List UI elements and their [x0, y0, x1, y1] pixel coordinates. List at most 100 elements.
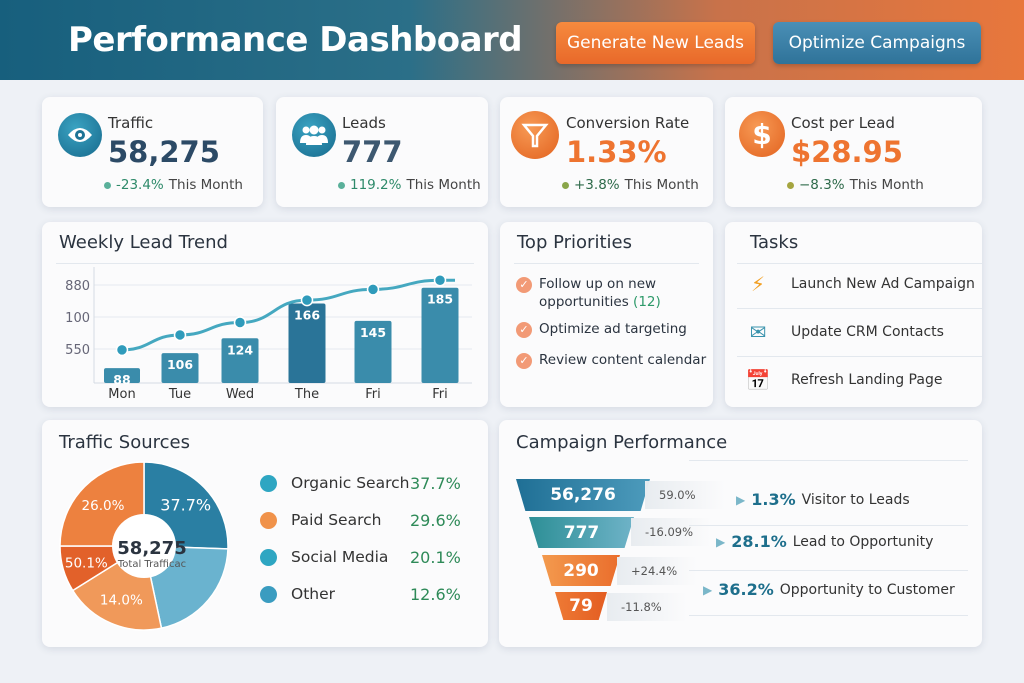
funnel-icon: [511, 111, 559, 159]
priorities-title: Top Priorities: [517, 232, 632, 253]
mail-icon: ✉: [749, 320, 767, 344]
task-item[interactable]: ⚡ Launch New Ad Campaign: [725, 260, 982, 308]
funnel-stage: 777: [529, 517, 634, 548]
bar: [421, 287, 459, 383]
kpi-card-cost-per-lead: $ Cost per Lead $28.95 −8.3% This Month: [725, 97, 982, 207]
check-icon: ✓: [516, 322, 532, 338]
legend-swatch: [260, 548, 277, 566]
weekly-lead-trend-card: Weekly Lead Trend 550 100 880 88 Mon 106 Tue 12…: [42, 222, 488, 407]
bar-value-label: 166: [294, 307, 320, 322]
x-tick-label: Mon: [108, 387, 135, 402]
trend-point: [366, 283, 380, 296]
arrow-icon: ▶: [736, 492, 746, 507]
top-priorities-card: Top Priorities ✓ Follow up on new opportu…: [500, 222, 713, 407]
kpi-card-leads: Leads 777 119.2% This Month: [276, 97, 488, 207]
bar-value-label: 124: [227, 342, 253, 357]
lightning-icon: ⚡: [750, 272, 766, 296]
bar: [354, 320, 392, 383]
bar: [161, 353, 199, 383]
x-tick-label: The: [294, 387, 319, 402]
legend-item: Organic Search 37.7%: [260, 474, 461, 493]
generate-leads-button[interactable]: Generate New Leads: [556, 22, 755, 64]
pie-slice-label: 26.0%: [82, 498, 125, 514]
funnel-stage: 290: [542, 555, 620, 586]
y-tick-label: 880: [65, 279, 90, 294]
kpi-card-conversion: Conversion Rate 1.33% +3.8% This Month: [500, 97, 713, 207]
conversion-rate: ▶ 36.2% Opportunity to Customer: [703, 580, 955, 599]
legend-item: Other 12.6%: [260, 585, 461, 604]
conversion-rate: ▶ 28.1% Lead to Opportunity: [716, 532, 934, 551]
y-tick-label: 550: [65, 343, 90, 358]
funnel-stage: 56,276: [516, 479, 650, 511]
bar: [104, 368, 140, 383]
chart-title: Weekly Lead Trend: [59, 232, 228, 253]
pie-center: 58,275 Total Trafficac: [117, 538, 187, 570]
optimize-campaigns-button[interactable]: Optimize Campaigns: [773, 22, 981, 64]
priority-item[interactable]: ✓ Review content calendar: [516, 351, 706, 369]
kpi-delta: -23.4% This Month: [104, 177, 243, 193]
bar: [288, 303, 326, 383]
campaign-title: Campaign Performance: [516, 432, 728, 453]
task-item[interactable]: ✉ Update CRM Contacts: [725, 308, 982, 356]
bar-value-label: 185: [427, 292, 453, 307]
kpi-delta: −8.3% This Month: [787, 177, 924, 193]
trend-point: [433, 274, 447, 287]
funnel-change: +24.4%: [617, 557, 697, 585]
funnel-change: -16.09%: [631, 518, 711, 546]
legend-swatch: [260, 585, 277, 603]
x-tick-label: Fri: [365, 387, 381, 402]
users-icon: [292, 113, 336, 157]
bar-value-label: 145: [360, 325, 386, 340]
arrow-icon: ▶: [716, 534, 726, 549]
priority-item[interactable]: ✓ Optimize ad targeting: [516, 320, 687, 338]
legend-swatch: [260, 511, 277, 529]
dollar-icon: $: [739, 111, 785, 157]
bar-value-label: 88: [113, 372, 130, 387]
legend-swatch: [260, 474, 277, 492]
kpi-delta: +3.8% This Month: [562, 177, 699, 193]
legend-item: Social Media 20.1%: [260, 548, 461, 567]
kpi-value: 58,275: [108, 135, 220, 169]
conversion-rate: ▶ 1.3% Visitor to Leads: [736, 490, 910, 509]
bar-value-label: 106: [167, 357, 193, 372]
kpi-label: Cost per Lead: [791, 114, 895, 132]
kpi-delta: 119.2% This Month: [338, 177, 481, 193]
campaign-performance-card: Campaign Performance 56,276 59.0% 777 -1…: [499, 420, 982, 647]
pie-slice-label: 50.1%: [65, 556, 108, 572]
kpi-card-traffic: Traffic 58,275 -23.4% This Month: [42, 97, 263, 207]
header: Performance Dashboard Generate New Leads…: [0, 0, 1024, 80]
pie-center-hole: [112, 514, 176, 578]
legend-item: Paid Search 29.6%: [260, 511, 461, 530]
task-item[interactable]: 📅 Refresh Landing Page: [725, 356, 982, 404]
traffic-pie-chart: 37.7% 14.0% 50.1% 26.0%: [59, 461, 229, 631]
check-icon: ✓: [516, 353, 532, 369]
funnel-stage: 79: [555, 592, 607, 620]
eye-icon: [58, 113, 102, 157]
funnel-change: 59.0%: [645, 481, 725, 509]
tasks-card: Tasks ⚡ Launch New Ad Campaign ✉ Update CR…: [725, 222, 982, 407]
traffic-sources-card: Traffic Sources 37.7% 14.0% 50.1% 26.0% 58,…: [42, 420, 488, 647]
funnel-change: -11.8%: [607, 593, 687, 621]
x-tick-label: Fri: [432, 387, 448, 402]
kpi-label: Leads: [342, 114, 386, 132]
y-tick-label: 100: [65, 311, 90, 326]
arrow-icon: ▶: [703, 582, 713, 597]
bar: [221, 338, 259, 383]
page-title: Performance Dashboard: [68, 20, 523, 60]
traffic-title: Traffic Sources: [59, 432, 191, 453]
tasks-title: Tasks: [750, 232, 799, 253]
kpi-label: Traffic: [108, 114, 154, 132]
pie-slice-label: 14.0%: [100, 592, 143, 608]
calendar-icon: 📅: [745, 368, 771, 392]
trend-point: [300, 293, 314, 307]
x-tick-label: Tue: [168, 387, 191, 402]
trend-point: [115, 343, 129, 357]
trend-point: [173, 328, 187, 342]
kpi-value: 1.33%: [566, 135, 667, 169]
kpi-value: 777: [342, 135, 403, 169]
kpi-value: $28.95: [791, 135, 903, 169]
check-icon: ✓: [516, 277, 532, 293]
kpi-label: Conversion Rate: [566, 114, 690, 132]
priority-item[interactable]: ✓ Follow up on new opportunities (12): [516, 275, 701, 311]
